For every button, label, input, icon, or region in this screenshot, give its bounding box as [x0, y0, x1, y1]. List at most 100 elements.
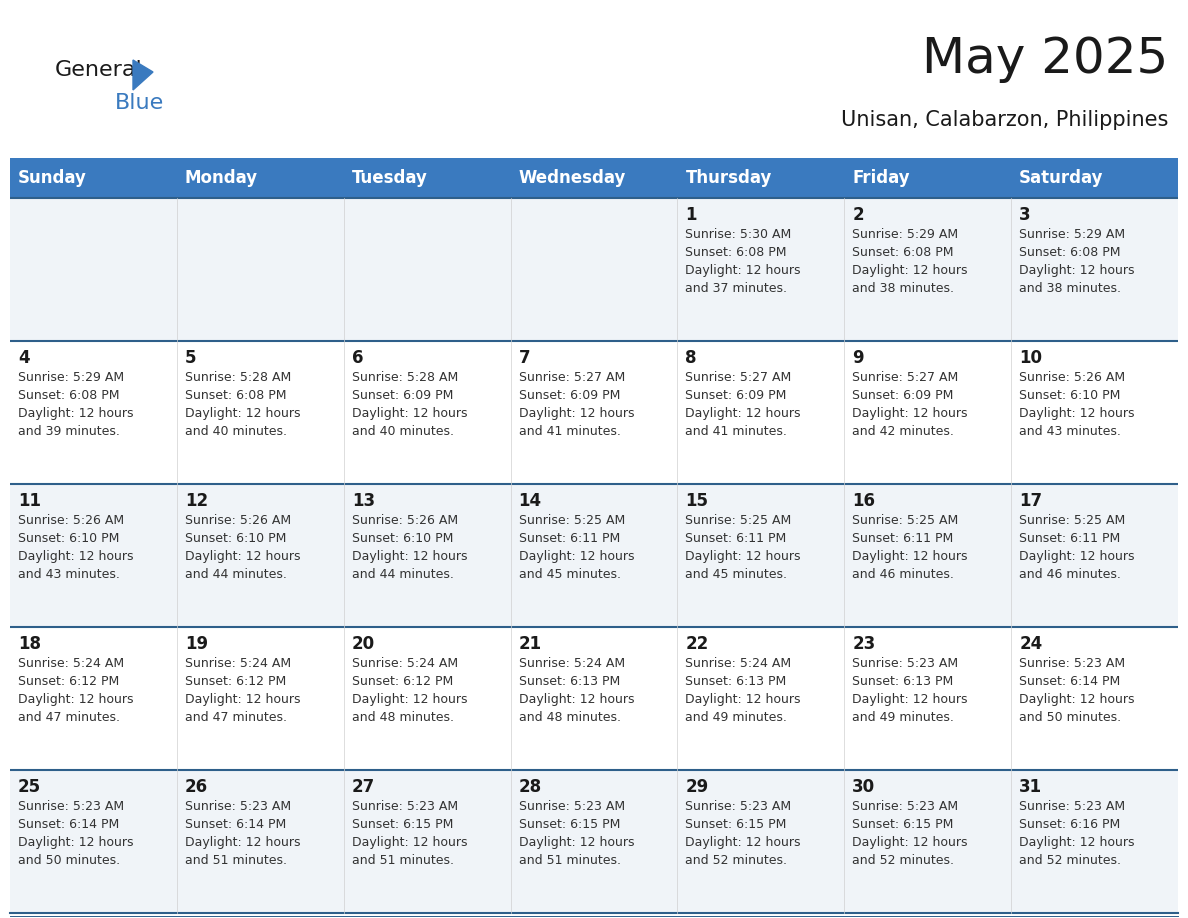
Bar [343, 158, 511, 198]
Text: Sunrise: 5:23 AM: Sunrise: 5:23 AM [685, 800, 791, 813]
Text: Sunrise: 5:30 AM: Sunrise: 5:30 AM [685, 228, 791, 241]
Text: Sunrise: 5:23 AM: Sunrise: 5:23 AM [1019, 800, 1125, 813]
Text: Sunrise: 5:25 AM: Sunrise: 5:25 AM [1019, 514, 1125, 527]
Text: Sunrise: 5:26 AM: Sunrise: 5:26 AM [185, 514, 291, 527]
Text: and 39 minutes.: and 39 minutes. [18, 425, 120, 438]
Text: Daylight: 12 hours: Daylight: 12 hours [519, 836, 634, 849]
Text: and 41 minutes.: and 41 minutes. [685, 425, 788, 438]
Text: and 37 minutes.: and 37 minutes. [685, 282, 788, 295]
Text: Unisan, Calabarzon, Philippines: Unisan, Calabarzon, Philippines [841, 110, 1168, 130]
Text: and 38 minutes.: and 38 minutes. [1019, 282, 1121, 295]
Text: Saturday: Saturday [1019, 169, 1104, 187]
Text: Sunrise: 5:27 AM: Sunrise: 5:27 AM [852, 371, 959, 384]
Text: Sunset: 6:10 PM: Sunset: 6:10 PM [1019, 389, 1120, 402]
Text: and 50 minutes.: and 50 minutes. [1019, 711, 1121, 724]
Text: Blue: Blue [115, 93, 164, 113]
Text: Daylight: 12 hours: Daylight: 12 hours [519, 693, 634, 706]
Text: Sunrise: 5:26 AM: Sunrise: 5:26 AM [352, 514, 457, 527]
Text: Sunset: 6:14 PM: Sunset: 6:14 PM [185, 818, 286, 831]
Text: 30: 30 [852, 778, 876, 796]
Text: Sunset: 6:15 PM: Sunset: 6:15 PM [352, 818, 453, 831]
Text: May 2025: May 2025 [922, 35, 1168, 83]
Text: Daylight: 12 hours: Daylight: 12 hours [185, 407, 301, 420]
Text: Daylight: 12 hours: Daylight: 12 hours [1019, 550, 1135, 563]
Text: 15: 15 [685, 492, 708, 510]
Text: 9: 9 [852, 349, 864, 367]
Text: Sunset: 6:13 PM: Sunset: 6:13 PM [852, 675, 954, 688]
Text: Daylight: 12 hours: Daylight: 12 hours [852, 407, 968, 420]
Text: Daylight: 12 hours: Daylight: 12 hours [685, 407, 801, 420]
Text: Sunrise: 5:26 AM: Sunrise: 5:26 AM [1019, 371, 1125, 384]
Text: 18: 18 [18, 635, 42, 653]
Text: 12: 12 [185, 492, 208, 510]
Text: Monday: Monday [185, 169, 258, 187]
Text: Wednesday: Wednesday [519, 169, 626, 187]
Text: Sunrise: 5:28 AM: Sunrise: 5:28 AM [185, 371, 291, 384]
Text: 24: 24 [1019, 635, 1042, 653]
Text: Daylight: 12 hours: Daylight: 12 hours [685, 836, 801, 849]
Text: and 43 minutes.: and 43 minutes. [18, 568, 120, 581]
Text: Daylight: 12 hours: Daylight: 12 hours [852, 264, 968, 277]
Text: 3: 3 [1019, 206, 1031, 224]
Text: and 41 minutes.: and 41 minutes. [519, 425, 620, 438]
Text: 31: 31 [1019, 778, 1042, 796]
Text: Sunrise: 5:25 AM: Sunrise: 5:25 AM [519, 514, 625, 527]
Text: Daylight: 12 hours: Daylight: 12 hours [18, 550, 133, 563]
Text: and 48 minutes.: and 48 minutes. [352, 711, 454, 724]
Text: and 52 minutes.: and 52 minutes. [1019, 854, 1121, 867]
Text: Sunrise: 5:29 AM: Sunrise: 5:29 AM [1019, 228, 1125, 241]
Text: and 42 minutes.: and 42 minutes. [852, 425, 954, 438]
Text: Daylight: 12 hours: Daylight: 12 hours [18, 836, 133, 849]
Text: 29: 29 [685, 778, 709, 796]
Text: Sunset: 6:09 PM: Sunset: 6:09 PM [685, 389, 786, 402]
Text: and 44 minutes.: and 44 minutes. [185, 568, 286, 581]
Text: 14: 14 [519, 492, 542, 510]
Text: and 51 minutes.: and 51 minutes. [519, 854, 620, 867]
Text: Daylight: 12 hours: Daylight: 12 hours [185, 693, 301, 706]
Text: Tuesday: Tuesday [352, 169, 428, 187]
Text: 19: 19 [185, 635, 208, 653]
Text: Sunset: 6:10 PM: Sunset: 6:10 PM [18, 532, 119, 545]
Text: Sunrise: 5:23 AM: Sunrise: 5:23 AM [852, 800, 959, 813]
Text: 2: 2 [852, 206, 864, 224]
Text: 7: 7 [519, 349, 530, 367]
Text: Sunset: 6:10 PM: Sunset: 6:10 PM [185, 532, 286, 545]
Text: Daylight: 12 hours: Daylight: 12 hours [352, 693, 467, 706]
Bar [10, 341, 1178, 484]
Text: and 38 minutes.: and 38 minutes. [852, 282, 954, 295]
Text: 22: 22 [685, 635, 709, 653]
Bar [10, 198, 1178, 341]
Polygon shape [133, 60, 153, 90]
Text: 27: 27 [352, 778, 375, 796]
Text: 25: 25 [18, 778, 42, 796]
Text: Sunset: 6:09 PM: Sunset: 6:09 PM [852, 389, 954, 402]
Text: 17: 17 [1019, 492, 1042, 510]
Text: Sunset: 6:10 PM: Sunset: 6:10 PM [352, 532, 453, 545]
Text: and 43 minutes.: and 43 minutes. [1019, 425, 1121, 438]
Text: and 50 minutes.: and 50 minutes. [18, 854, 120, 867]
Text: Sunrise: 5:23 AM: Sunrise: 5:23 AM [519, 800, 625, 813]
Text: Sunrise: 5:24 AM: Sunrise: 5:24 AM [18, 657, 124, 670]
Text: Sunrise: 5:27 AM: Sunrise: 5:27 AM [685, 371, 791, 384]
Text: 13: 13 [352, 492, 375, 510]
Text: Sunrise: 5:23 AM: Sunrise: 5:23 AM [852, 657, 959, 670]
Text: 23: 23 [852, 635, 876, 653]
Text: Sunset: 6:13 PM: Sunset: 6:13 PM [519, 675, 620, 688]
Text: and 46 minutes.: and 46 minutes. [852, 568, 954, 581]
Text: Daylight: 12 hours: Daylight: 12 hours [352, 407, 467, 420]
Text: Daylight: 12 hours: Daylight: 12 hours [519, 407, 634, 420]
Text: Sunday: Sunday [18, 169, 87, 187]
Text: Sunrise: 5:24 AM: Sunrise: 5:24 AM [352, 657, 457, 670]
Text: Daylight: 12 hours: Daylight: 12 hours [685, 693, 801, 706]
Text: Sunrise: 5:27 AM: Sunrise: 5:27 AM [519, 371, 625, 384]
Text: Sunset: 6:15 PM: Sunset: 6:15 PM [852, 818, 954, 831]
Text: Daylight: 12 hours: Daylight: 12 hours [685, 264, 801, 277]
Text: Sunset: 6:12 PM: Sunset: 6:12 PM [18, 675, 119, 688]
Bar [177, 158, 343, 198]
Text: Sunset: 6:11 PM: Sunset: 6:11 PM [852, 532, 954, 545]
Text: Daylight: 12 hours: Daylight: 12 hours [185, 550, 301, 563]
Text: Sunset: 6:15 PM: Sunset: 6:15 PM [685, 818, 786, 831]
Text: Daylight: 12 hours: Daylight: 12 hours [18, 693, 133, 706]
Text: 5: 5 [185, 349, 196, 367]
Text: Daylight: 12 hours: Daylight: 12 hours [852, 550, 968, 563]
